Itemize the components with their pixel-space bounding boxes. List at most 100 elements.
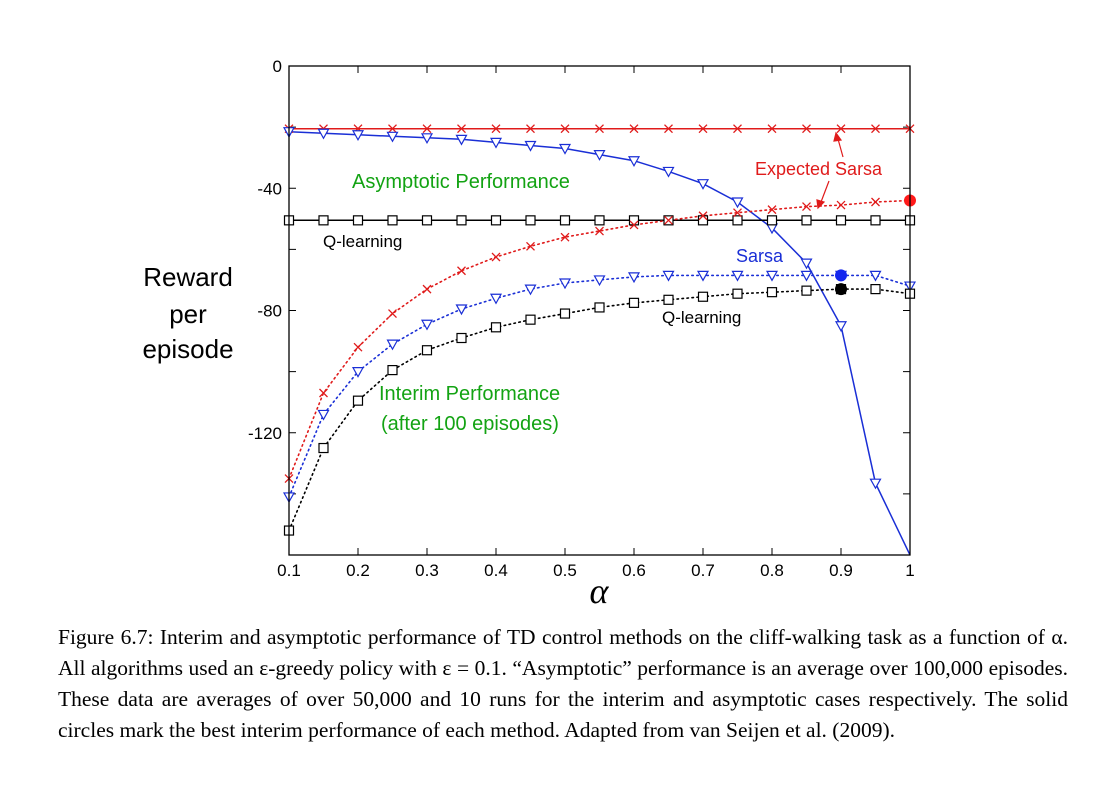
series-line-sarsa-asymptotic bbox=[289, 130, 910, 555]
data-point-expected-sarsa-interim bbox=[491, 252, 501, 262]
data-point-expected-sarsa-interim bbox=[595, 226, 604, 236]
data-point-expected-sarsa-interim bbox=[629, 220, 639, 230]
y-tick-label: -120 bbox=[248, 424, 282, 443]
x-tick-label: 0.8 bbox=[760, 561, 784, 580]
data-point-sarsa-asymptotic bbox=[593, 150, 606, 161]
data-point-q-learning-interim bbox=[663, 294, 674, 305]
data-point-q-learning-asymptotic bbox=[732, 215, 743, 226]
data-point-expected-sarsa-asymptotic bbox=[491, 124, 501, 134]
data-point-q-learning-interim bbox=[318, 442, 329, 454]
data-point-expected-sarsa-interim bbox=[871, 197, 880, 207]
data-point-sarsa-asymptotic bbox=[558, 143, 572, 155]
data-point-sarsa-asymptotic bbox=[731, 197, 744, 209]
data-point-q-learning-interim bbox=[628, 297, 640, 308]
x-axis-label: α bbox=[590, 571, 610, 611]
data-point-sarsa-interim bbox=[800, 270, 813, 282]
data-point-q-learning-asymptotic bbox=[387, 215, 398, 226]
annotation-q-learning-asymptotic: Q-learning bbox=[323, 232, 402, 251]
data-point-expected-sarsa-interim bbox=[664, 215, 673, 225]
data-point-q-learning-interim bbox=[490, 322, 502, 333]
data-point-expected-sarsa-interim bbox=[526, 241, 535, 251]
arrow-to-asymptotic bbox=[837, 138, 844, 158]
data-point-q-learning-asymptotic bbox=[421, 215, 433, 226]
data-point-expected-sarsa-asymptotic bbox=[422, 124, 432, 134]
annotation-interim-performance: Interim Performance bbox=[379, 383, 560, 405]
data-point-expected-sarsa-asymptotic bbox=[457, 124, 466, 134]
data-point-q-learning-asymptotic bbox=[628, 215, 640, 226]
data-point-sarsa-asymptotic bbox=[455, 134, 468, 146]
data-point-expected-sarsa-asymptotic bbox=[733, 124, 742, 134]
data-point-sarsa-interim bbox=[558, 278, 572, 290]
arrow-to-interim bbox=[820, 180, 830, 203]
annotation-sarsa: Sarsa bbox=[736, 246, 784, 266]
data-point-q-learning-interim bbox=[870, 284, 881, 295]
x-tick-label: 0.7 bbox=[691, 561, 715, 580]
data-point-q-learning-asymptotic bbox=[870, 215, 881, 226]
data-point-expected-sarsa-asymptotic bbox=[836, 124, 846, 134]
data-point-q-learning-interim bbox=[559, 308, 571, 319]
annotation-q-learning-interim: Q-learning bbox=[662, 308, 741, 327]
data-point-q-learning-asymptotic bbox=[490, 215, 502, 226]
data-point-sarsa-asymptotic bbox=[627, 156, 641, 167]
data-point-sarsa-interim bbox=[489, 293, 503, 305]
data-point-q-learning-asymptotic bbox=[559, 215, 571, 226]
data-point-expected-sarsa-interim bbox=[733, 208, 742, 218]
data-point-sarsa-asymptotic bbox=[834, 321, 848, 333]
data-point-q-learning-interim bbox=[421, 345, 433, 356]
data-point-expected-sarsa-interim bbox=[560, 232, 570, 242]
data-point-expected-sarsa-interim bbox=[698, 211, 708, 221]
data-point-sarsa-interim bbox=[524, 284, 537, 296]
arrowhead-up bbox=[833, 131, 843, 142]
data-point-q-learning-asymptotic bbox=[801, 215, 812, 226]
data-point-sarsa-interim bbox=[627, 272, 641, 284]
data-point-expected-sarsa-interim bbox=[767, 205, 777, 215]
expected-sarsa-arrows bbox=[816, 131, 844, 210]
data-point-sarsa-interim bbox=[731, 270, 744, 282]
y-tick-label: -80 bbox=[257, 302, 282, 321]
data-point-q-learning-asymptotic bbox=[456, 215, 467, 226]
data-point-expected-sarsa-interim bbox=[388, 309, 397, 319]
data-point-q-learning-asymptotic bbox=[525, 215, 536, 226]
annotation-asymptotic-performance: Asymptotic Performance bbox=[352, 171, 570, 193]
data-point-expected-sarsa-asymptotic bbox=[767, 124, 777, 134]
data-point-sarsa-interim bbox=[386, 339, 399, 351]
y-axis-label-line-2: per bbox=[169, 299, 207, 329]
data-point-expected-sarsa-asymptotic bbox=[802, 124, 811, 134]
arrowhead-down bbox=[816, 199, 826, 210]
x-tick-label: 0.9 bbox=[829, 561, 853, 580]
x-tick-label: 0.2 bbox=[346, 561, 370, 580]
chart: 0.1 0.2 0.3 0.4 0.5 0.6 0.7 0.8 0.9 10-40-80-120 … bbox=[142, 57, 917, 611]
data-point-sarsa-interim bbox=[593, 275, 606, 287]
data-point-sarsa-interim bbox=[351, 367, 365, 378]
data-point-sarsa-asymptotic bbox=[317, 128, 330, 140]
data-point-q-learning-interim bbox=[697, 291, 709, 302]
marker-q-learning-best-interim bbox=[835, 283, 847, 296]
data-point-q-learning-interim bbox=[352, 395, 364, 406]
caption-text: Interim and asymptotic performance of TD… bbox=[58, 625, 1068, 742]
plot-frame bbox=[288, 65, 911, 556]
data-point-expected-sarsa-asymptotic bbox=[595, 124, 604, 134]
annotation-expected-sarsa: Expected Sarsa bbox=[755, 159, 883, 179]
data-point-expected-sarsa-asymptotic bbox=[388, 124, 397, 134]
data-point-q-learning-interim bbox=[594, 302, 605, 313]
data-point-expected-sarsa-asymptotic bbox=[664, 124, 673, 134]
caption-label: Figure 6.7: bbox=[58, 625, 154, 649]
data-point-q-learning-asymptotic bbox=[594, 215, 605, 226]
data-point-q-learning-interim bbox=[387, 364, 398, 376]
series-line-q-learning-interim bbox=[289, 288, 910, 532]
data-point-sarsa-asymptotic bbox=[351, 130, 365, 142]
data-point-expected-sarsa-asymptotic bbox=[698, 124, 708, 134]
data-point-sarsa-interim bbox=[455, 304, 468, 316]
figure-caption: Figure 6.7: Interim and asymptotic perfo… bbox=[58, 622, 1068, 746]
data-point-sarsa-interim bbox=[317, 409, 330, 421]
x-tick-label: 1 bbox=[905, 561, 914, 580]
data-point-expected-sarsa-asymptotic bbox=[526, 124, 535, 134]
x-tick-label: 0.6 bbox=[622, 561, 646, 580]
marker-sarsa-best-interim bbox=[835, 269, 847, 282]
x-tick-label: 0.4 bbox=[484, 561, 508, 580]
data-point-sarsa-asymptotic bbox=[800, 258, 813, 270]
data-point-q-learning-asymptotic bbox=[352, 215, 364, 226]
data-point-q-learning-interim bbox=[456, 332, 467, 344]
data-point-sarsa-interim bbox=[420, 319, 434, 331]
data-point-q-learning-asymptotic bbox=[835, 215, 847, 226]
